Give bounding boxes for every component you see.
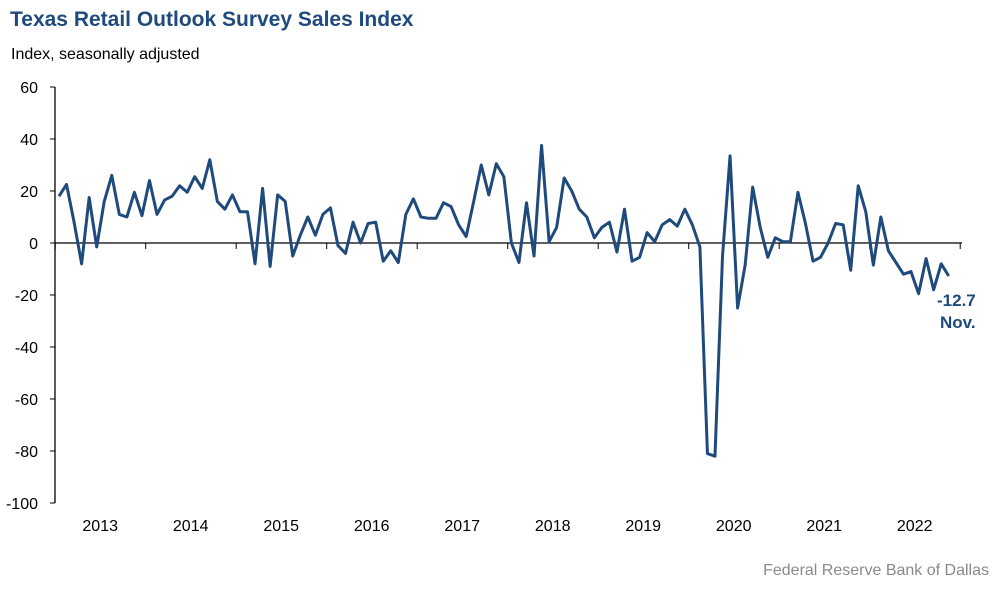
source-credit: Federal Reserve Bank of Dallas <box>763 562 989 579</box>
chart-title: Texas Retail Outlook Survey Sales Index <box>10 8 414 31</box>
x-tick-label: 2014 <box>173 518 209 535</box>
x-tick-label: 2016 <box>354 518 390 535</box>
y-tick-label: -60 <box>15 392 38 409</box>
x-tick-label: 2015 <box>263 518 299 535</box>
x-tick-label: 2018 <box>535 518 571 535</box>
y-tick-label: 20 <box>20 184 38 201</box>
y-tick-label: 0 <box>29 236 38 253</box>
y-tick-label: -20 <box>15 288 38 305</box>
x-tick-label: 2019 <box>625 518 661 535</box>
y-tick-label: 60 <box>20 80 38 97</box>
x-tick-label: 2013 <box>82 518 118 535</box>
y-tick-label: 40 <box>20 132 38 149</box>
y-axis-label: Index, seasonally adjusted <box>11 46 200 63</box>
y-tick-label: -40 <box>15 340 38 357</box>
series-line-sales-index <box>57 144 950 458</box>
y-tick-label: -80 <box>15 444 38 461</box>
x-tick-label: 2017 <box>444 518 480 535</box>
annotation-label: Nov. <box>940 313 976 332</box>
x-tick-label: 2021 <box>806 518 842 535</box>
annotation-value: -12.7 <box>937 291 976 310</box>
y-tick-label: -100 <box>6 496 38 513</box>
x-tick-label: 2020 <box>716 518 752 535</box>
x-tick-label: 2022 <box>897 518 933 535</box>
